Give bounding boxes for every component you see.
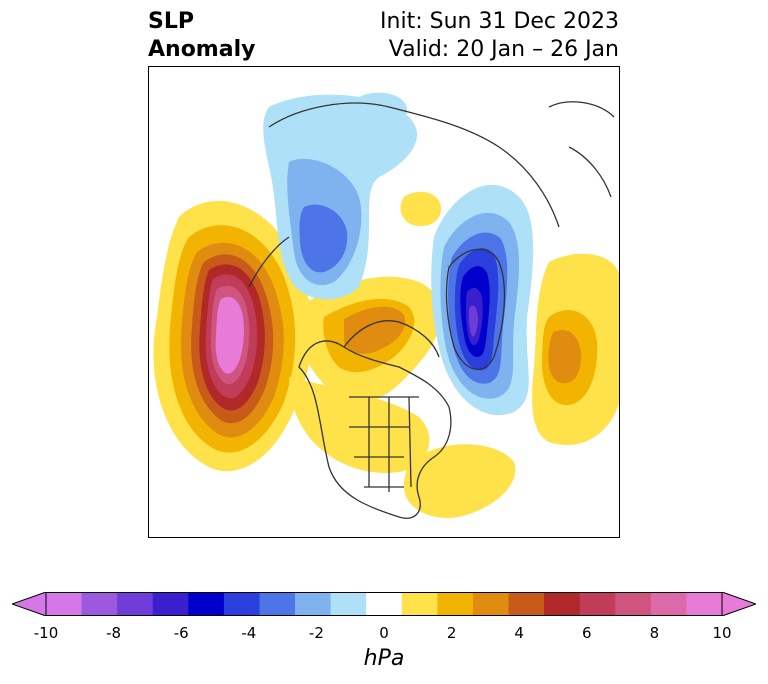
colorbar-tick-label: -2 [308,624,324,642]
colorbar-segment [46,592,83,616]
title-line-1: SLP [148,9,194,34]
colorbar-unit-label: hPa [363,646,405,671]
arctic-high-anomaly [400,191,442,227]
title-line-2: Anomaly [148,37,256,62]
colorbar-tick-label: -10 [33,624,59,642]
atlantic-high-anomaly [404,444,516,518]
colorbar-segment [188,592,225,616]
colorbar-tick-label: 8 [649,624,660,642]
colorbar-segment [544,592,581,616]
init-date: Init: Sun 31 Dec 2023 [380,9,619,34]
colorbar-tick-label: -8 [106,624,122,642]
colorbar-segment [615,592,652,616]
colorbar-segment [686,592,723,616]
forecast-dates: Init: Sun 31 Dec 2023 Valid: 20 Jan – 26… [380,8,619,64]
colorbar-tick-label: 4 [514,624,524,642]
map-canvas [153,92,619,519]
canada-high-anomaly [289,276,441,473]
colorbar-segment [223,592,260,616]
greenland-low-anomaly [431,184,534,416]
colorbar-outline [45,592,723,616]
colorbar-under-arrow [12,592,47,616]
colorbar-segment [579,592,616,616]
colorbar-segment [117,592,154,616]
colorbar-tick-label: 10 [712,624,732,642]
coastlines [248,101,615,519]
pacific-high-anomaly [153,201,313,472]
colorbar-tick-label: -4 [241,624,257,642]
colorbar-segment [650,592,687,616]
colorbar-segment [508,592,545,616]
colorbar-tick-label: 6 [582,624,592,642]
siberian-low-anomaly [263,92,418,300]
colorbar-segment [81,592,118,616]
colorbar-segment [152,592,189,616]
colorbar-over-arrow [721,592,756,616]
europe-high-anomaly [532,253,619,445]
map-title: SLP Anomaly [148,8,255,64]
colorbar-tick-label: 2 [446,624,457,642]
colorbar-segment [259,592,296,616]
anomaly-map [148,66,620,538]
colorbar-segment [295,592,332,616]
colorbar-segment [330,592,367,616]
colorbar-segment [366,592,403,616]
colorbar-segment [472,592,510,616]
colorbar-segment [401,592,438,616]
colorbar-tick-label: -6 [173,624,189,642]
colorbar [12,592,756,616]
valid-range: Valid: 20 Jan – 26 Jan [388,37,619,62]
colorbar-tick-label: 0 [379,624,389,642]
colorbar-segment [437,592,474,616]
colorbar-segments [46,592,723,616]
